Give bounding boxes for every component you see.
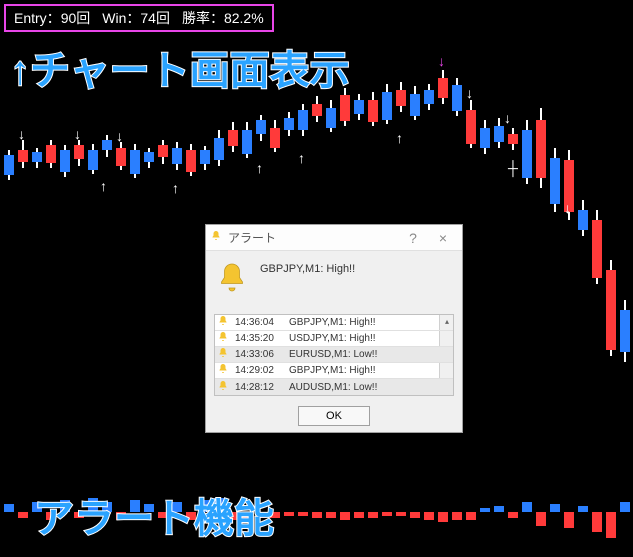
alert-message: AUDUSD,M1: Low!! — [289, 382, 451, 393]
alert-time: 14:29:02 — [235, 365, 283, 376]
histogram-bar — [368, 512, 378, 518]
signal-arrow-up-icon: ↑ — [396, 130, 403, 146]
alert-time: 14:35:20 — [235, 333, 283, 344]
bell-icon — [217, 380, 229, 395]
histogram-bar — [480, 508, 490, 512]
histogram-bar — [298, 512, 308, 516]
alert-row[interactable]: 14:29:02 GBPJPY,M1: High!! — [215, 363, 453, 379]
alert-row[interactable]: 14:33:06 EURUSD,M1: Low!! — [215, 347, 453, 363]
bell-icon — [210, 230, 222, 245]
signal-arrow-up-icon: ↑ — [256, 160, 263, 176]
overlay-label-alert-function: アラート機能 — [34, 486, 274, 544]
histogram-bar — [410, 512, 420, 518]
alert-row[interactable]: 14:28:12 AUDUSD,M1: Low!! — [215, 379, 453, 395]
histogram-bar — [452, 512, 462, 520]
histogram-bar — [508, 512, 518, 518]
histogram-bar — [536, 512, 546, 526]
alert-dialog: アラート ? × GBPJPY,M1: High!! ▴ ▾ 14:36:04G… — [205, 224, 463, 433]
alert-main-message: GBPJPY,M1: High!! — [260, 261, 355, 275]
alert-message: GBPJPY,M1: High!! — [289, 317, 451, 328]
crosshair-icon: ┼ — [508, 160, 518, 176]
histogram-bar — [312, 512, 322, 518]
alert-main-area: GBPJPY,M1: High!! — [206, 251, 462, 310]
alert-titlebar[interactable]: アラート ? × — [206, 225, 462, 251]
histogram-bar — [382, 512, 392, 516]
alert-time: 14:28:12 — [235, 382, 283, 393]
histogram-bar — [396, 512, 406, 516]
alert-time: 14:36:04 — [235, 317, 283, 328]
histogram-bar — [494, 506, 504, 512]
histogram-bar — [354, 512, 364, 518]
signal-arrow-down-icon: ↓ — [466, 85, 473, 101]
close-button[interactable]: × — [428, 230, 458, 246]
histogram-bar — [340, 512, 350, 520]
histogram-bar — [606, 512, 616, 538]
signal-arrow-down-icon: ↓ — [564, 200, 571, 216]
help-button[interactable]: ? — [398, 230, 428, 246]
histogram-bar — [4, 504, 14, 512]
bell-icon — [217, 315, 229, 330]
alert-time: 14:33:06 — [235, 349, 283, 360]
alert-row[interactable]: 14:36:04 GBPJPY,M1: High!! — [215, 315, 453, 331]
alert-message: GBPJPY,M1: High!! — [289, 365, 451, 376]
histogram-bar — [424, 512, 434, 520]
signal-arrow-down-icon: ↓ — [18, 126, 25, 142]
alert-title: アラート — [228, 229, 398, 246]
histogram-bar — [620, 502, 630, 512]
signal-arrow-up-icon: ↑ — [298, 150, 305, 166]
signal-arrow-up-icon: ↑ — [172, 180, 179, 196]
histogram-bar — [326, 512, 336, 518]
bell-icon — [214, 261, 250, 300]
histogram-bar — [284, 512, 294, 516]
histogram-bar — [592, 512, 602, 532]
stat-win: Win：74回 — [102, 8, 170, 28]
alert-footer: OK — [206, 400, 462, 432]
signal-arrow-down-icon: ↓ — [504, 110, 511, 126]
signal-arrow-down-magenta-icon: ↓ — [438, 53, 445, 69]
alert-row[interactable]: 14:35:20 USDJPY,M1: High!! — [215, 331, 453, 347]
stats-panel: Entry：90回 Win：74回 勝率：82.2% — [4, 4, 274, 32]
bell-icon — [217, 363, 229, 378]
signal-arrow-up-icon: ↑ — [100, 178, 107, 194]
histogram-bar — [466, 512, 476, 520]
histogram-bar — [550, 504, 560, 512]
histogram-bar — [564, 512, 574, 528]
bell-icon — [217, 347, 229, 362]
histogram-bar — [438, 512, 448, 522]
ok-button[interactable]: OK — [298, 406, 370, 426]
histogram-bar — [578, 506, 588, 512]
stat-entry: Entry：90回 — [14, 8, 90, 28]
overlay-label-chart-display: ↑チャート画面表示 — [10, 38, 350, 96]
signal-arrow-down-icon: ↓ — [116, 128, 123, 144]
alert-message: USDJPY,M1: High!! — [289, 333, 451, 344]
histogram-bar — [522, 502, 532, 512]
histogram-bar — [18, 512, 28, 518]
signal-arrow-down-icon: ↓ — [74, 126, 81, 142]
bell-icon — [217, 331, 229, 346]
alert-message: EURUSD,M1: Low!! — [289, 349, 451, 360]
stat-rate: 勝率：82.2% — [182, 8, 264, 28]
alert-history-list[interactable]: ▴ ▾ 14:36:04GBPJPY,M1: High!!14:35:20USD… — [214, 314, 454, 396]
